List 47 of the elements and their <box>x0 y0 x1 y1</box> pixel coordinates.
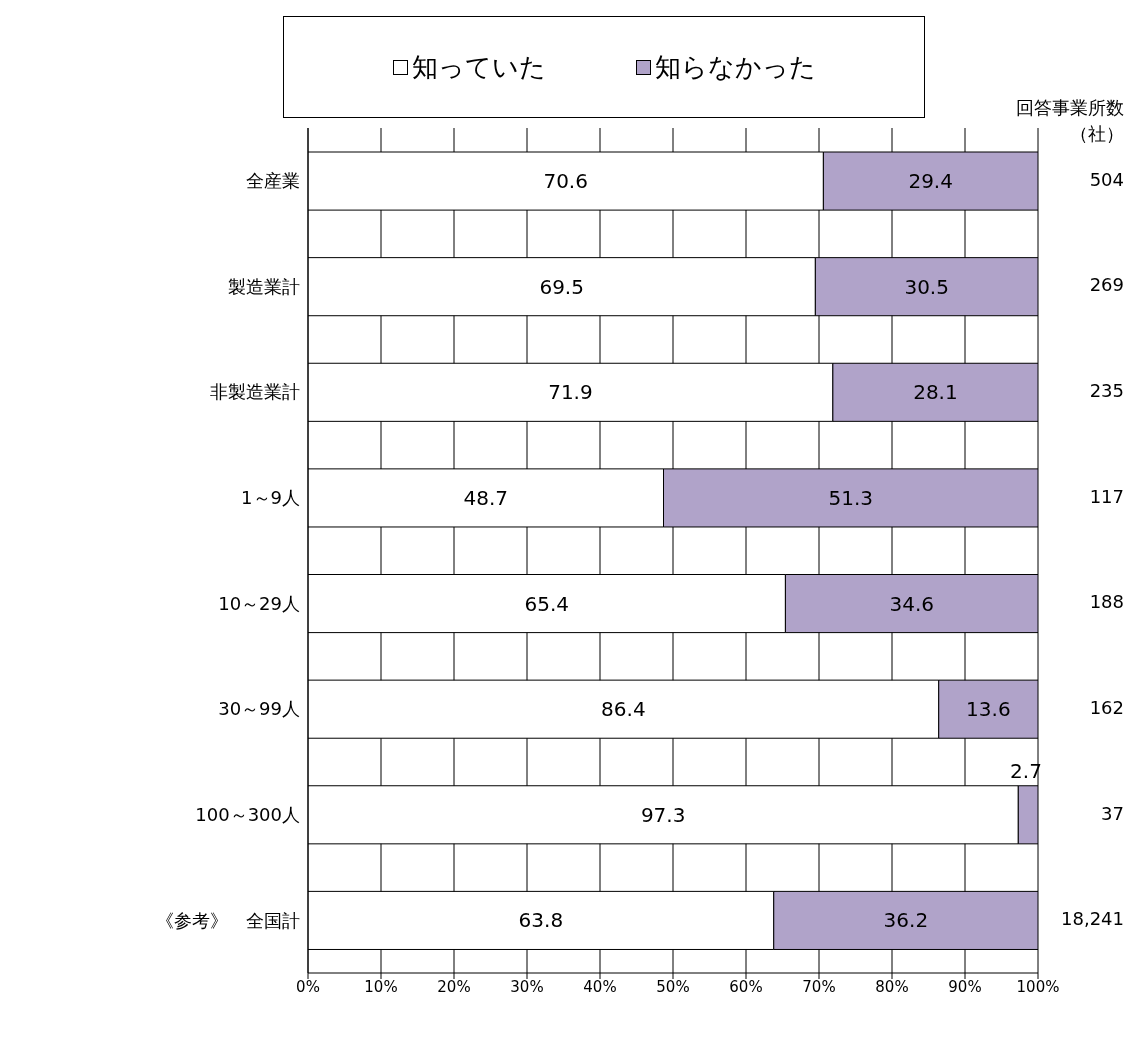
x-tick-label: 80% <box>875 977 909 996</box>
data-label: 48.7 <box>463 485 509 510</box>
x-tick-label: 20% <box>437 977 471 996</box>
data-label: 86.4 <box>601 697 646 722</box>
data-label: 36.2 <box>883 908 929 933</box>
data-label: 70.6 <box>543 169 588 194</box>
text: 回答事業所数 <box>1016 96 1124 120</box>
y-tick-label: 《参考》 全国計 <box>156 909 300 931</box>
x-tick-label: 90% <box>948 977 982 996</box>
text: 235 <box>1089 380 1124 402</box>
text: 162 <box>1089 696 1124 718</box>
text: （社） <box>1070 122 1124 146</box>
data-label: 30.5 <box>904 274 949 299</box>
x-tick-label: 10% <box>364 977 398 996</box>
data-label: 69.5 <box>539 274 584 299</box>
legend-label: 知らなかった <box>653 50 816 84</box>
text: 37 <box>1101 802 1124 824</box>
data-label: 97.3 <box>640 802 686 827</box>
text: 117 <box>1089 485 1124 507</box>
data-label: 63.8 <box>518 908 564 933</box>
text: 188 <box>1089 591 1124 613</box>
data-label: 71.9 <box>548 380 593 405</box>
legend-label: 知っていた <box>410 50 546 84</box>
x-tick-label: 100% <box>1016 977 1060 996</box>
y-tick-label: 30～99人 <box>218 698 300 720</box>
x-tick-label: 40% <box>583 977 617 996</box>
data-label: 28.1 <box>913 380 958 405</box>
x-tick-label: 0% <box>296 977 320 996</box>
text: 504 <box>1089 168 1124 190</box>
y-tick-label: 全産業 <box>246 170 300 192</box>
y-tick-label: 1～9人 <box>241 487 300 509</box>
data-label: 13.6 <box>966 697 1011 722</box>
data-label: 2.7 <box>1010 758 1042 783</box>
text: 269 <box>1089 274 1124 296</box>
data-label: 65.4 <box>524 591 569 616</box>
text: 18,241 <box>1061 908 1124 930</box>
y-tick-label: 非製造業計 <box>210 381 300 403</box>
y-tick-label: 10～29人 <box>218 592 300 614</box>
y-tick-label: 製造業計 <box>228 275 300 297</box>
x-tick-label: 30% <box>510 977 544 996</box>
data-label: 29.4 <box>908 169 953 194</box>
x-tick-label: 70% <box>802 977 836 996</box>
data-label: 34.6 <box>889 591 934 616</box>
x-tick-label: 50% <box>656 977 690 996</box>
x-tick-label: 60% <box>729 977 763 996</box>
data-label: 51.3 <box>828 485 874 510</box>
y-tick-label: 100～300人 <box>195 803 300 825</box>
